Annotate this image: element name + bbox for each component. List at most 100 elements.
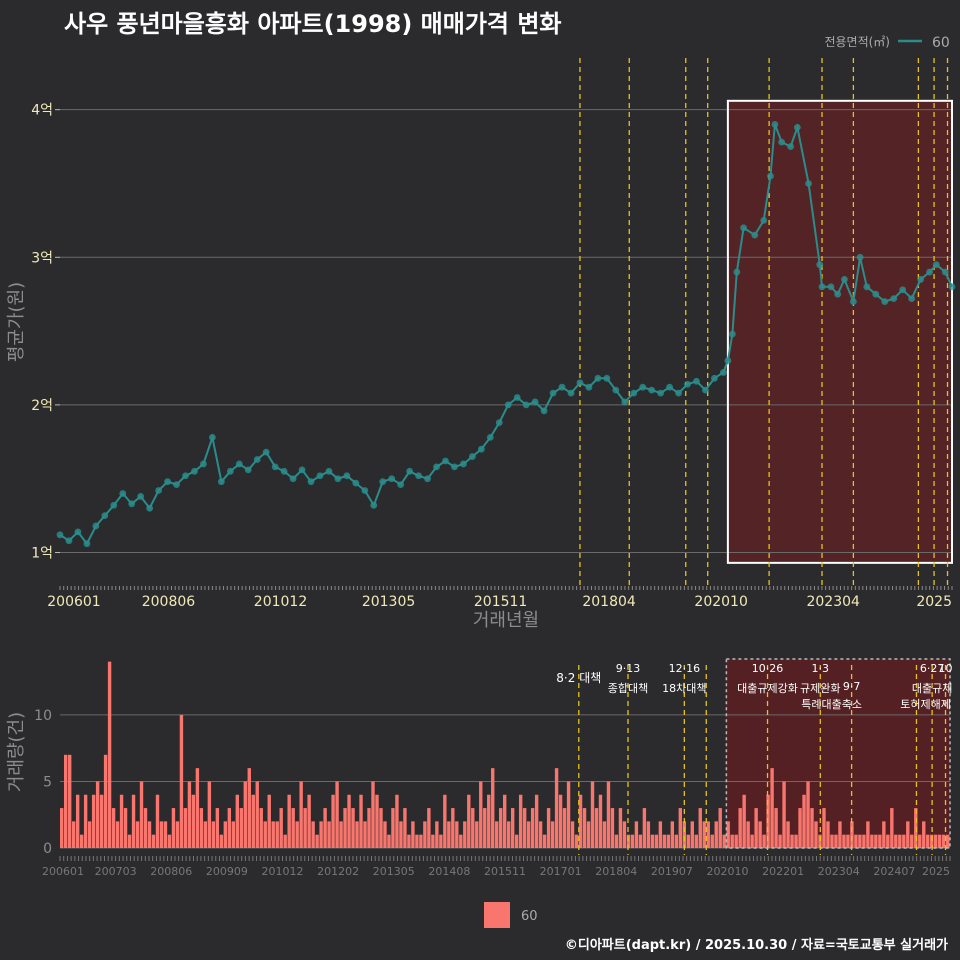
volume-bar: [590, 781, 595, 848]
volume-bar: [902, 834, 906, 848]
volume-bar: [758, 821, 762, 848]
volume-bar: [443, 794, 447, 848]
volume-bar: [818, 834, 822, 848]
volume-bar: [586, 821, 591, 848]
volume-bar: [698, 808, 702, 848]
x-tick-label-bottom: 202407: [873, 865, 915, 878]
policy-annotation: 8·2 대책: [556, 670, 601, 685]
volume-bar: [578, 794, 583, 848]
x-tick-label-bottom: 202010: [707, 865, 749, 878]
volume-bar: [75, 794, 80, 848]
volume-bar: [814, 821, 818, 848]
policy-annotation-text: 대출규제강화: [737, 682, 798, 695]
volume-bar: [63, 754, 68, 848]
volume-bar: [694, 834, 698, 848]
volume-bar: [315, 834, 319, 848]
x-tick-label-bottom: 201907: [651, 865, 693, 878]
volume-bar: [554, 768, 559, 848]
volume-bar: [506, 821, 511, 848]
volume-bar: [646, 821, 651, 848]
volume-bar: [123, 808, 128, 848]
volume-bar: [566, 781, 571, 848]
volume-bar: [518, 794, 523, 848]
volume-bar: [742, 794, 746, 848]
x-tick-label-bottom: 201804: [595, 865, 637, 878]
volume-bar: [914, 808, 918, 848]
volume-bar: [942, 834, 946, 848]
volume-bar: [682, 821, 686, 848]
y-tick-label: 2억: [31, 398, 53, 414]
volume-bar: [662, 834, 667, 848]
volume-bar: [335, 781, 339, 848]
volume-bar: [155, 794, 160, 848]
volume-bar: [602, 821, 607, 848]
volume-bar: [423, 821, 427, 848]
x-tick-label: 201804: [582, 594, 636, 610]
volume-bar: [347, 794, 351, 848]
volume-bar: [175, 821, 180, 848]
volume-bar: [538, 821, 543, 848]
x-tick-label: 202304: [806, 594, 860, 610]
volume-bar: [762, 834, 766, 848]
x-tick-label-bottom: 201408: [428, 865, 470, 878]
volume-bar: [610, 808, 615, 848]
volume-bar: [283, 834, 287, 848]
volume-bar: [195, 768, 200, 848]
volume-bar: [714, 821, 718, 848]
volume-bar: [898, 834, 902, 848]
volume-bar: [183, 808, 188, 848]
x-tick-label-bottom: 200703: [95, 865, 137, 878]
volume-bar: [495, 821, 499, 848]
volume-bar: [526, 821, 531, 848]
volume-bar: [806, 781, 810, 848]
volume-bar: [439, 834, 443, 848]
volume-bar: [650, 834, 655, 848]
volume-bar: [534, 794, 539, 848]
volume-bar: [467, 794, 471, 848]
volume-bar: [223, 821, 228, 848]
volume-bar: [810, 808, 814, 848]
volume-bar: [930, 834, 934, 848]
volume-bar: [163, 821, 168, 848]
volume-bar: [143, 808, 148, 848]
volume-bar: [91, 794, 96, 848]
volume-bar: [355, 821, 359, 848]
volume-bar: [207, 781, 212, 848]
x-tick-label: 200806: [142, 594, 196, 610]
highlight-region-border: [726, 99, 953, 564]
volume-bar: [87, 821, 92, 848]
volume-bar: [822, 808, 826, 848]
volume-bar: [938, 834, 942, 848]
legend-bar-label: 60: [521, 909, 538, 924]
highlight-region: [727, 100, 952, 563]
volume-bar: [886, 834, 890, 848]
volume-bar: [922, 821, 926, 848]
volume-bar: [862, 834, 866, 848]
volume-bar: [383, 821, 387, 848]
volume-bar: [906, 821, 910, 848]
volume-bar: [295, 821, 299, 848]
volume-bar: [415, 834, 419, 848]
volume-bar: [854, 834, 858, 848]
volume-bar: [730, 834, 734, 848]
volume-bar: [782, 781, 786, 848]
volume-bar: [387, 834, 391, 848]
volume-bar: [179, 714, 184, 848]
volume-bar: [371, 781, 375, 848]
volume-bar: [790, 834, 794, 848]
volume-bar: [826, 821, 830, 848]
volume-bar: [510, 808, 515, 848]
policy-annotation-date: 9·13: [616, 662, 641, 675]
volume-bar: [870, 834, 874, 848]
x-axis-title: 거래년월: [473, 610, 539, 631]
volume-bar: [678, 808, 683, 848]
volume-bar: [199, 808, 204, 848]
volume-bar: [798, 808, 802, 848]
volume-bar: [171, 808, 176, 848]
volume-bar: [159, 821, 164, 848]
volume-bar: [774, 808, 778, 848]
volume-bar: [447, 821, 451, 848]
x-tick-label-bottom: 201012: [262, 865, 304, 878]
